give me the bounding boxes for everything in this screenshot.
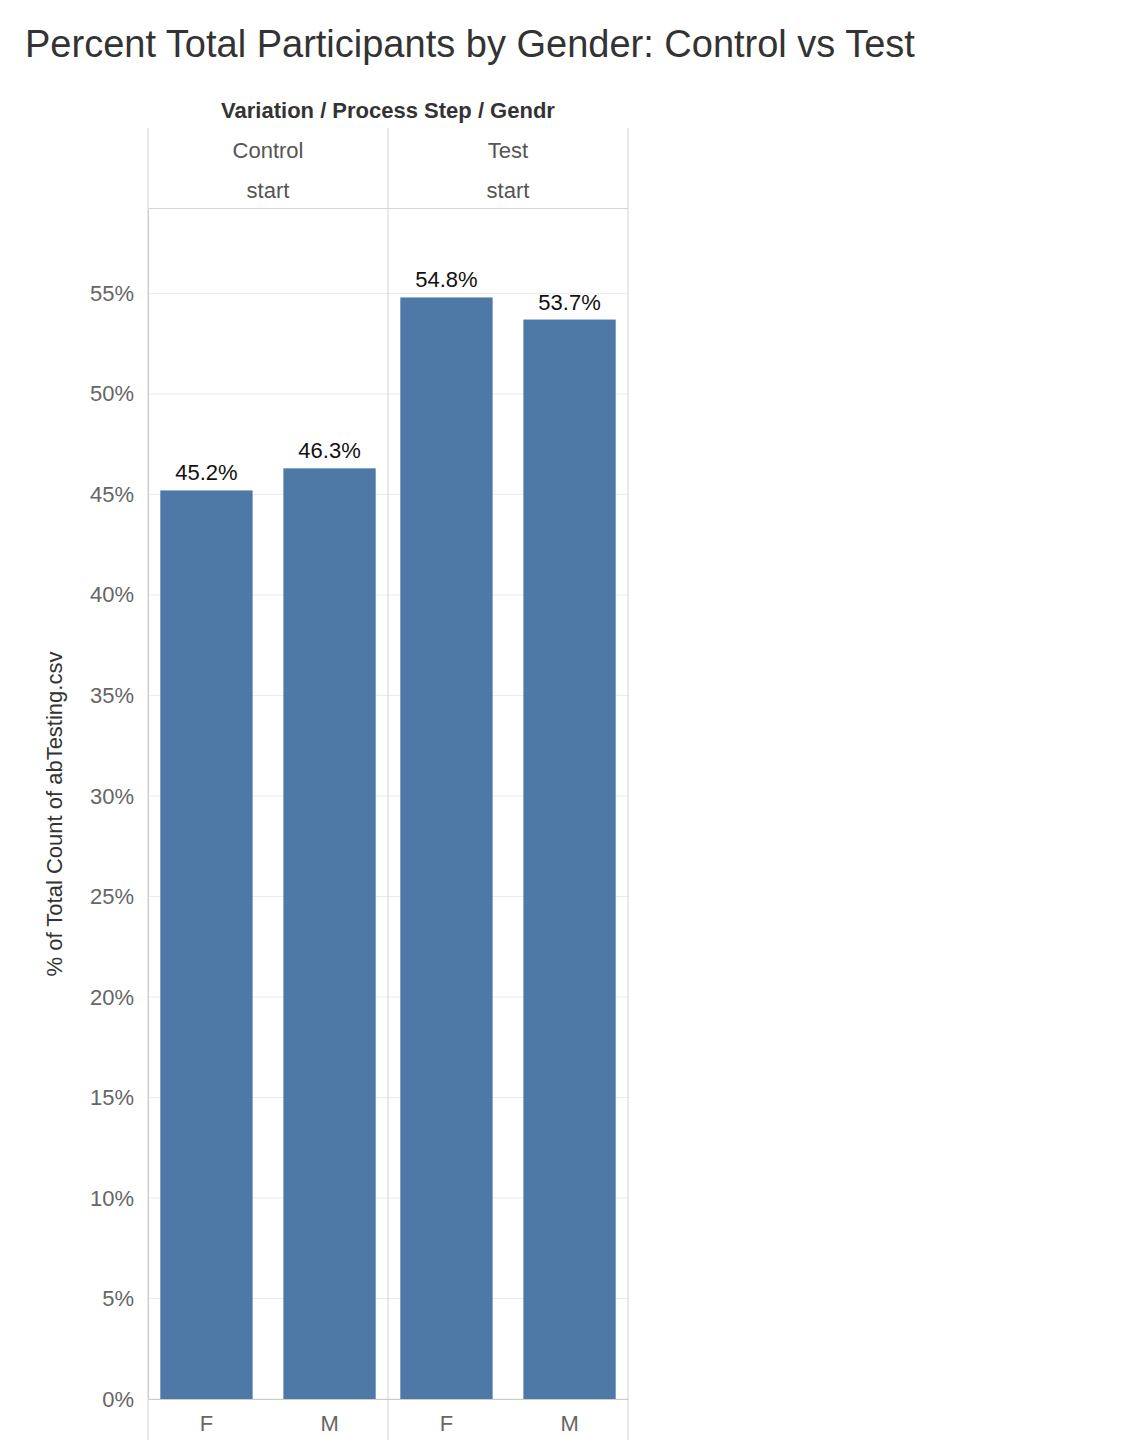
y-tick: 25%	[90, 884, 148, 909]
facet-header: Variation / Process Step / Gendr	[221, 98, 555, 123]
y-axis: 0% 5% 10% 15% 20% 25% 30% 35% 40% 45% 50% 55%	[90, 210, 149, 1412]
y-tick-label: 35%	[90, 683, 134, 708]
chart-svg: Percent Total Participants by Gender: Co…	[0, 0, 1122, 1448]
data-label: 45.2%	[175, 460, 237, 485]
data-labels: 45.2% 46.3% 54.8% 53.7%	[175, 267, 600, 485]
y-tick-label: 50%	[90, 381, 134, 406]
x-tick-label: F	[440, 1411, 453, 1436]
y-tick-label: 20%	[90, 985, 134, 1010]
data-label: 53.7%	[538, 290, 600, 315]
y-tick: 45%	[90, 482, 148, 507]
bars	[160, 297, 615, 1399]
y-tick-label: 15%	[90, 1085, 134, 1110]
y-tick-label: 0%	[102, 1387, 134, 1412]
x-tick: F	[440, 1399, 453, 1436]
y-tick: 30%	[90, 783, 148, 808]
x-tick-label: M	[320, 1411, 338, 1436]
chart-title: Percent Total Participants by Gender: Co…	[25, 23, 915, 65]
data-label: 46.3%	[298, 438, 360, 463]
y-tick-label: 55%	[90, 281, 134, 306]
y-tick: 10%	[90, 1186, 148, 1211]
panel-frame	[148, 128, 628, 1440]
x-tick-label: F	[200, 1411, 213, 1436]
panel-sublabel: start	[487, 178, 530, 203]
panel-label: Control	[233, 138, 304, 163]
y-tick-label: 40%	[90, 582, 134, 607]
y-tick: 40%	[90, 582, 148, 607]
y-tick-label: 10%	[90, 1186, 134, 1211]
y-tick: 50%	[90, 381, 148, 406]
y-tick: 35%	[90, 683, 148, 708]
x-axis-line	[149, 1399, 389, 1400]
x-axis: FM	[389, 1399, 629, 1436]
bar	[160, 490, 252, 1399]
y-tick-label: 30%	[90, 783, 134, 808]
y-tick-label: 5%	[102, 1286, 134, 1311]
y-tick-label: 25%	[90, 884, 134, 909]
panel-divider	[148, 128, 149, 1440]
y-tick: 5%	[102, 1286, 148, 1311]
x-axis-line	[389, 1399, 629, 1400]
x-tick-label: M	[560, 1411, 578, 1436]
bar	[400, 297, 492, 1399]
bar	[283, 468, 375, 1399]
panel-divider	[388, 128, 389, 1440]
panel-label: Test	[488, 138, 528, 163]
y-axis-line	[148, 210, 149, 1400]
bar	[523, 320, 615, 1399]
x-axis: FM	[149, 1399, 389, 1436]
y-tick: 0%	[102, 1387, 148, 1412]
x-tick: F	[200, 1399, 213, 1436]
header-rule	[148, 208, 628, 209]
data-label: 54.8%	[415, 267, 477, 292]
panel-sublabel: start	[247, 178, 290, 203]
panel-divider	[628, 128, 629, 1440]
y-tick: 55%	[90, 281, 148, 306]
y-tick: 20%	[90, 985, 148, 1010]
chart-container: Percent Total Participants by Gender: Co…	[0, 0, 1122, 1448]
x-tick: M	[560, 1399, 578, 1436]
x-tick: M	[320, 1399, 338, 1436]
y-axis-title: % of Total Count of abTesting.csv	[42, 652, 67, 977]
y-tick-label: 45%	[90, 482, 134, 507]
y-tick: 15%	[90, 1085, 148, 1110]
